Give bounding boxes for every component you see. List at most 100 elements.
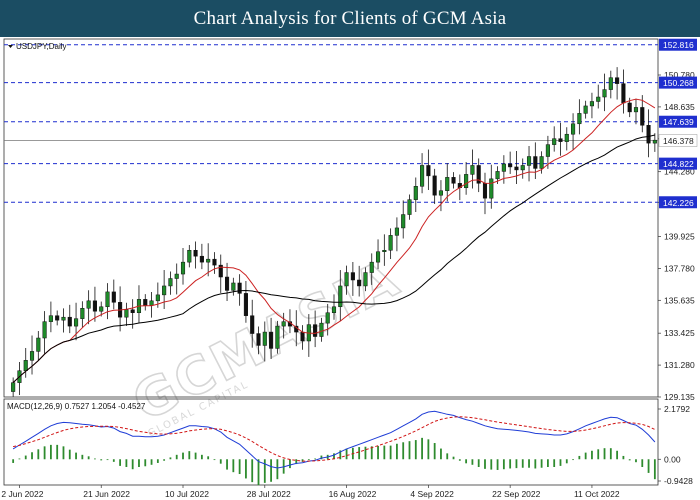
macd-histogram-bar [87, 456, 90, 460]
candle-body [256, 333, 261, 346]
date-label: 16 Aug 2022 [329, 489, 377, 499]
candle-body [300, 331, 305, 342]
candle-body [218, 264, 223, 278]
candle-body [180, 261, 186, 275]
candle-body [369, 261, 374, 273]
macd-histogram-bar [320, 455, 323, 460]
candle [608, 70, 613, 99]
candle [438, 180, 444, 212]
macd-histogram-bar [622, 455, 625, 460]
candle [269, 317, 274, 359]
candle [476, 158, 481, 193]
candle-body [401, 214, 406, 229]
candle [313, 310, 318, 348]
candle [564, 127, 569, 151]
price-tick-label: 144.280 [664, 167, 695, 177]
candle [545, 135, 550, 169]
candle-body [325, 312, 330, 324]
candle [445, 163, 450, 202]
macd-histogram-bar [477, 459, 480, 468]
macd-histogram-bar [364, 446, 367, 460]
candle [319, 317, 324, 342]
price-tick-label: 135.635 [664, 295, 695, 305]
candle-body [508, 163, 513, 168]
candle-body [464, 174, 469, 189]
candle [520, 158, 525, 179]
macd-histogram-bar [119, 459, 121, 466]
candle [149, 292, 154, 318]
candle [168, 271, 173, 295]
price-tick-label: 148.635 [664, 102, 695, 112]
candle-body [199, 255, 204, 263]
macd-histogram-bar [188, 451, 191, 460]
date-label: 4 Sep 2022 [410, 489, 454, 499]
candle-body [237, 282, 242, 294]
candle-body [168, 278, 173, 287]
candle [118, 286, 123, 332]
ma-slow-line [12, 134, 656, 383]
macd-histogram-bar [251, 459, 254, 483]
macd-histogram-bar [37, 449, 40, 460]
candle-body [130, 309, 135, 313]
level-tag [659, 157, 697, 170]
macd-histogram-bar [396, 443, 398, 460]
candle-body [501, 163, 506, 172]
candle-body [388, 235, 393, 251]
candle [344, 265, 349, 295]
macd-histogram-bar [100, 459, 103, 461]
price-tick-label: 137.780 [664, 263, 695, 273]
macd-histogram-bar [358, 447, 361, 460]
macd-histogram-bar [339, 450, 342, 460]
candle-body [61, 316, 66, 321]
candle [432, 168, 437, 204]
candle-body [627, 102, 632, 113]
candle-body [470, 165, 475, 175]
macd-histogram-bar [421, 437, 423, 460]
candle-body [615, 77, 620, 84]
macd-histogram-bar [528, 459, 530, 468]
macd-histogram-bar [641, 459, 644, 468]
macd-histogram-bar [402, 442, 405, 460]
candle [180, 248, 186, 285]
macd-histogram-bar [169, 457, 172, 460]
date-label: 2 Jun 2022 [1, 489, 43, 499]
macd-label: MACD(12,26,9) 0.7527 1.2054 -0.4527 [7, 402, 146, 411]
candle [369, 253, 374, 285]
candle-body [231, 282, 236, 291]
candle-body [445, 177, 450, 191]
candle [407, 194, 412, 220]
candle-body [319, 322, 324, 337]
candle-body [36, 337, 41, 352]
macd-tick-label: 2.1792 [664, 404, 690, 414]
candle [640, 95, 645, 133]
candle-body [350, 272, 355, 281]
macd-histogram-bar [289, 459, 291, 469]
candle-body [608, 77, 613, 90]
candle [325, 303, 330, 336]
candle [281, 312, 286, 339]
candle-body [420, 165, 425, 187]
candle-body [526, 156, 532, 166]
candle [375, 239, 381, 270]
macd-histogram-bar [314, 458, 317, 460]
macd-histogram-bar [383, 445, 386, 460]
candle-body [646, 125, 651, 144]
macd-histogram-bar [465, 459, 468, 464]
macd-histogram-bar [647, 459, 650, 473]
level-label: 152.816 [663, 40, 694, 50]
candle-body [577, 113, 582, 125]
macd-histogram-bar [56, 444, 59, 460]
macd-histogram-bar [515, 459, 518, 469]
macd-histogram-bar [653, 459, 656, 480]
macd-histogram-bar [163, 459, 166, 461]
macd-histogram-bar [502, 459, 505, 470]
level-tag [659, 76, 697, 89]
candle [426, 149, 431, 190]
candle [199, 243, 204, 270]
level-label: 142.226 [663, 198, 694, 208]
macd-histogram-bar [509, 459, 512, 469]
macd-histogram-bar [578, 455, 581, 460]
candle-body [212, 258, 217, 266]
current-price-tag [658, 134, 698, 147]
candle-body [489, 178, 494, 199]
